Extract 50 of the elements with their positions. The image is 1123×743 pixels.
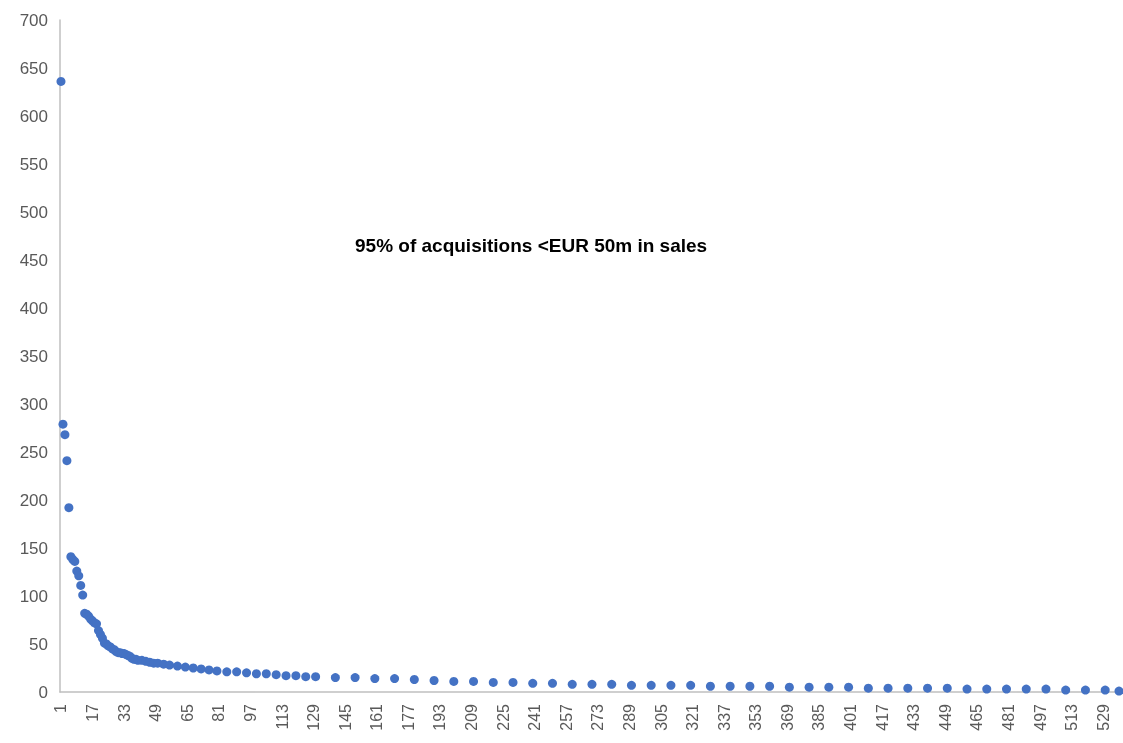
y-tick-label: 550 bbox=[19, 154, 48, 174]
y-tick-label: 450 bbox=[19, 250, 48, 270]
y-tick-label: 650 bbox=[19, 58, 48, 78]
x-tick-label: 241 bbox=[526, 703, 544, 731]
y-tick-label: 150 bbox=[19, 538, 48, 558]
x-tick-label: 385 bbox=[810, 703, 828, 731]
x-tick-label: 177 bbox=[399, 703, 417, 731]
x-tick-label: 529 bbox=[1094, 703, 1112, 731]
y-tick-label: 100 bbox=[19, 586, 48, 606]
x-tick-label: 49 bbox=[147, 703, 165, 722]
x-tick-label: 449 bbox=[936, 703, 954, 731]
x-tick-label: 433 bbox=[905, 703, 923, 731]
x-tick-label: 209 bbox=[463, 703, 481, 731]
x-tick-label: 337 bbox=[715, 703, 733, 731]
x-tick-label: 113 bbox=[273, 703, 291, 730]
y-tick-label: 0 bbox=[38, 682, 48, 702]
y-tick-label: 50 bbox=[29, 634, 48, 654]
x-tick-label: 257 bbox=[557, 703, 575, 731]
y-tick-label: 600 bbox=[19, 106, 48, 126]
y-tick-label: 500 bbox=[19, 202, 48, 222]
x-tick-label: 465 bbox=[968, 703, 986, 731]
x-tick-label: 97 bbox=[241, 703, 259, 722]
x-tick-label: 145 bbox=[336, 703, 354, 731]
x-tick-label: 305 bbox=[652, 703, 670, 731]
x-tick-label: 353 bbox=[747, 703, 765, 731]
x-tick-label: 417 bbox=[873, 703, 891, 731]
x-tick-label: 17 bbox=[84, 703, 102, 722]
x-tick-label: 1 bbox=[52, 703, 70, 713]
x-tick-label: 65 bbox=[178, 703, 196, 722]
x-tick-label: 161 bbox=[368, 703, 386, 731]
y-tick-label: 250 bbox=[19, 442, 48, 462]
y-tick-label: 200 bbox=[19, 490, 48, 510]
x-tick-label: 513 bbox=[1063, 703, 1081, 731]
x-tick-label: 129 bbox=[305, 703, 323, 731]
x-tick-label: 497 bbox=[1031, 703, 1049, 731]
x-tick-label: 225 bbox=[494, 703, 512, 731]
x-tick-label: 81 bbox=[210, 703, 228, 722]
x-tick-label: 193 bbox=[431, 703, 449, 731]
x-tick-label: 481 bbox=[999, 703, 1017, 731]
x-tick-label: 321 bbox=[684, 703, 702, 731]
x-tick-label: 33 bbox=[115, 703, 133, 722]
y-tick-label: 400 bbox=[19, 298, 48, 318]
x-tick-label: 273 bbox=[589, 703, 607, 731]
x-tick-label: 369 bbox=[778, 703, 796, 731]
annotation: 95% of acquisitions <EUR 50m in sales bbox=[355, 235, 708, 256]
y-tick-label: 350 bbox=[19, 346, 48, 366]
x-tick-label: 401 bbox=[842, 703, 860, 731]
y-tick-label: 300 bbox=[19, 394, 48, 414]
y-tick-label: 700 bbox=[19, 10, 48, 30]
x-tick-label: 289 bbox=[620, 703, 638, 731]
